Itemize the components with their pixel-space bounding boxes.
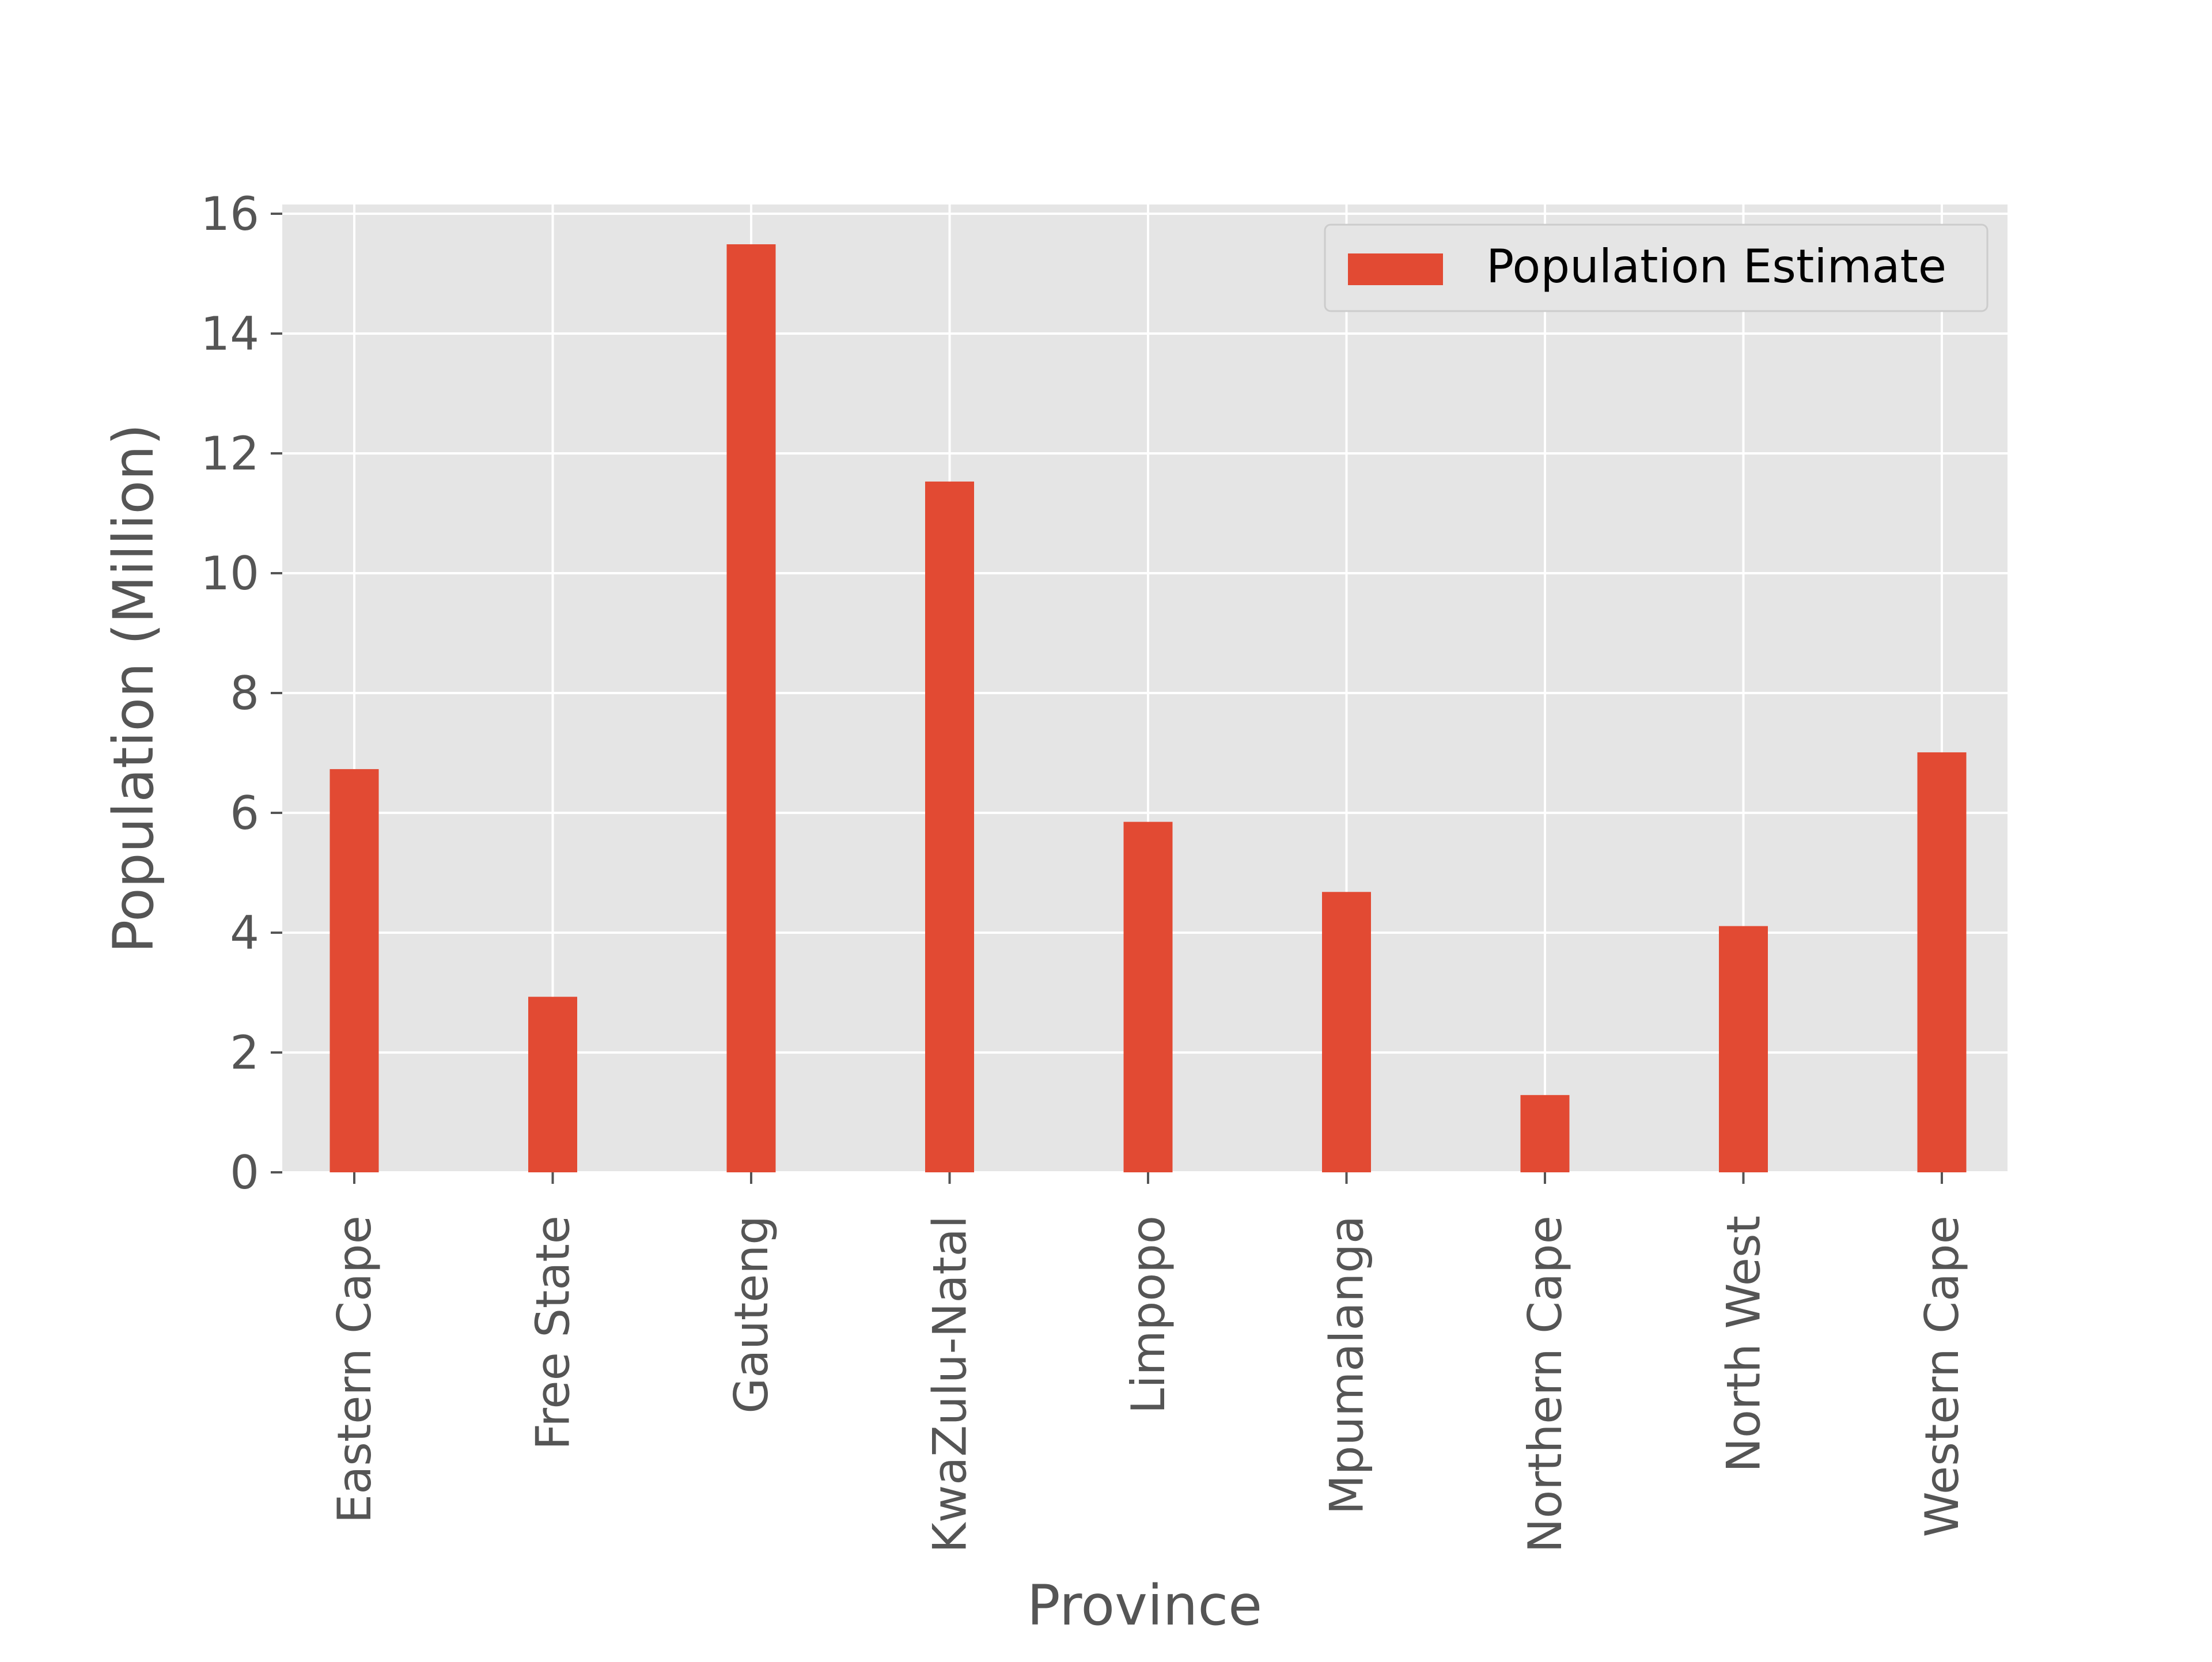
bar-mpumalanga (1322, 892, 1371, 1172)
x-tick-label: Mpumalanga (1320, 1216, 1374, 1515)
legend-label: Population Estimate (1486, 240, 1946, 293)
x-ticks: Eastern Cape Free State Gauteng KwaZulu-Nat… (328, 1172, 1969, 1553)
y-tick-label: 0 (230, 1146, 259, 1199)
bars (329, 244, 1967, 1172)
bar-kwazulu-natal (925, 481, 974, 1172)
x-tick-label: North West (1717, 1216, 1771, 1472)
bar-gauteng (726, 244, 776, 1172)
x-tick-label: Limpopo (1122, 1216, 1175, 1414)
legend-swatch (1348, 253, 1443, 285)
y-tick-label: 14 (200, 307, 259, 361)
x-tick-label: Eastern Cape (328, 1216, 381, 1523)
bar-eastern-cape (329, 769, 379, 1172)
bar-free-state (528, 997, 577, 1172)
x-tick-label: Free State (527, 1216, 580, 1450)
bar-limpopo (1123, 821, 1173, 1172)
y-tick-label: 12 (200, 427, 259, 480)
legend-box (1324, 224, 1988, 312)
x-tick-label: Western Cape (1915, 1216, 1969, 1537)
y-ticks: 0 2 4 6 8 10 12 14 16 (200, 187, 282, 1199)
y-tick-label: 8 (230, 667, 259, 720)
y-tick-label: 2 (230, 1026, 259, 1080)
y-tick-label: 16 (200, 187, 259, 241)
bar-north-west (1719, 926, 1768, 1172)
y-tick-label: 4 (230, 906, 259, 960)
bar-western-cape (1917, 752, 1967, 1172)
y-tick-label: 6 (230, 786, 259, 840)
bar-northern-cape (1520, 1095, 1570, 1172)
y-axis-label: Population (Million) (101, 424, 166, 953)
x-tick-label: Northern Cape (1518, 1216, 1572, 1553)
x-tick-label: KwaZulu-Natal (923, 1216, 977, 1553)
y-tick-label: 10 (200, 547, 259, 600)
x-tick-label: Gauteng (725, 1216, 778, 1414)
x-axis-label: Province (1027, 1573, 1262, 1638)
legend: Population Estimate (1324, 224, 1988, 312)
